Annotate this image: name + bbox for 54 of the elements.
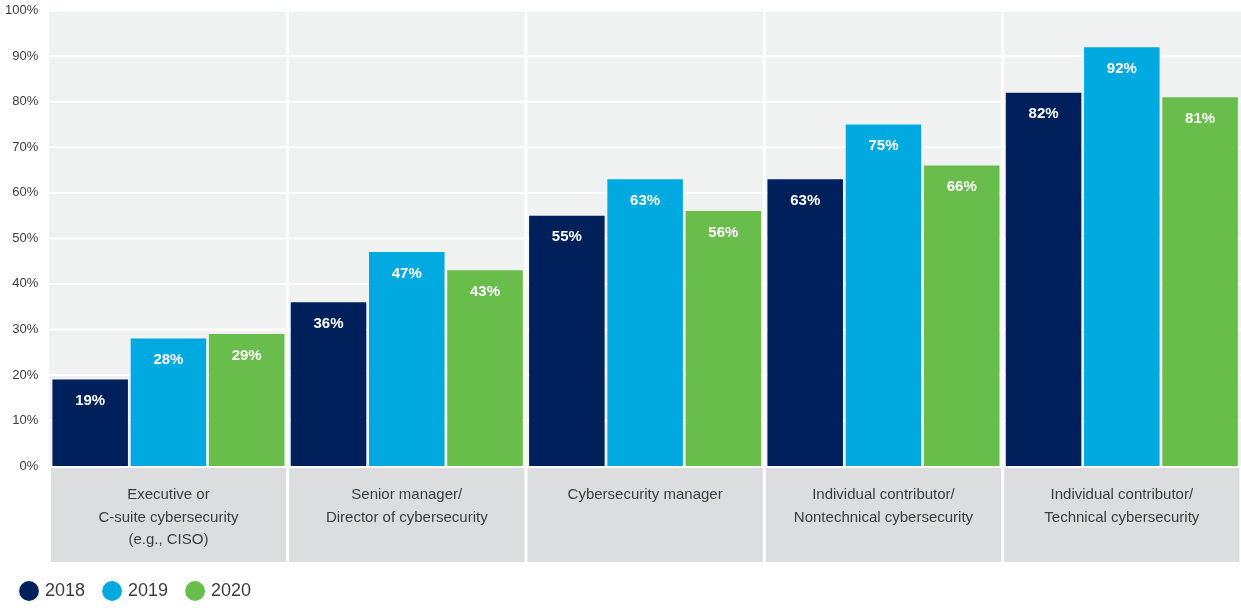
category-label: Individual contributor/ [812,485,955,503]
data-label: 43% [470,281,501,299]
bar [607,179,683,466]
data-label: 75% [868,136,899,154]
y-tick-label: 20% [12,366,39,382]
bar [845,124,922,466]
data-label: 29% [231,345,262,363]
bar [369,252,445,466]
data-label: 28% [153,350,184,368]
bar [767,179,843,466]
category-label: Executive or [127,485,210,503]
legend-label: 2019 [128,579,169,600]
bar [1084,47,1160,466]
data-label: 19% [75,391,106,409]
bar [447,270,523,466]
legend-label: 2020 [211,579,252,600]
y-tick-label: 80% [12,93,39,109]
category-label: C-suite cybersecurity [98,507,239,525]
category-label: Director of cybersecurity [325,507,488,525]
bar [529,215,605,466]
data-label: 63% [790,190,821,208]
bar [290,302,367,466]
data-label: 81% [1185,108,1216,126]
y-tick-label: 10% [12,412,39,428]
y-tick-label: 50% [12,229,39,245]
y-tick-label: 40% [12,275,39,291]
y-tick-label: 0% [19,457,39,473]
data-label: 63% [630,190,661,208]
data-label: 66% [946,177,977,195]
data-label: 36% [313,313,344,331]
bar [130,338,207,466]
bar [52,379,128,466]
bar [1005,92,1082,466]
data-label: 47% [391,263,422,281]
bar [1162,97,1238,466]
legend-label: 2018 [45,579,86,600]
data-label: 92% [1106,58,1137,76]
data-label: 56% [708,222,739,240]
data-label: 82% [1028,104,1059,122]
y-tick-label: 100% [5,2,39,18]
y-tick-label: 90% [12,47,39,63]
bar [208,333,285,466]
bar [923,165,1000,466]
bar [685,211,762,466]
category-label: Cybersecurity manager [567,485,723,503]
category-label: Nontechnical cybersecurity [793,507,974,525]
y-tick-label: 70% [12,138,39,154]
category-label: (e.g., CISO) [128,530,209,548]
category-label: Technical cybersecurity [1044,507,1200,525]
y-tick-label: 60% [12,184,39,200]
data-label: 55% [551,227,582,245]
category-label: Individual contributor/ [1050,485,1194,503]
y-tick-label: 30% [12,321,39,337]
category-label: Senior manager/ [351,485,463,503]
